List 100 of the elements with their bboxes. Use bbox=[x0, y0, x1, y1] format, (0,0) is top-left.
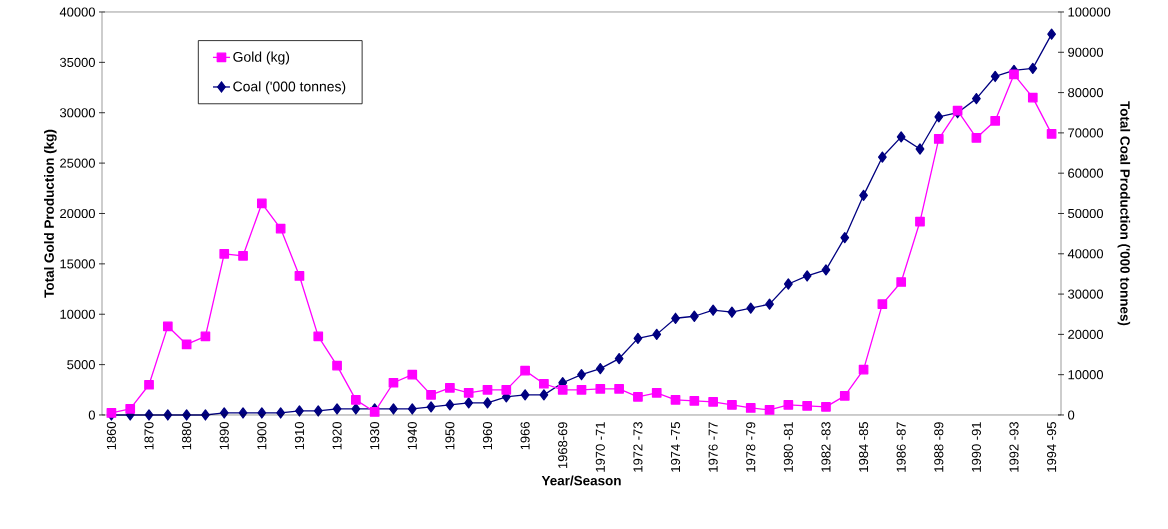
point bbox=[708, 397, 718, 407]
point bbox=[727, 400, 737, 410]
x-tick-label: 1994 -95 bbox=[1047, 422, 1057, 472]
point bbox=[313, 331, 324, 342]
x-axis-title: Year/Season bbox=[541, 475, 621, 486]
y2-tick-label: 70000 bbox=[1068, 128, 1104, 138]
point bbox=[482, 384, 493, 395]
point bbox=[1027, 92, 1038, 103]
point bbox=[426, 401, 436, 413]
point bbox=[839, 390, 850, 401]
point bbox=[1046, 129, 1057, 139]
y-tick-label: 30000 bbox=[59, 108, 95, 118]
x-tick-label: 1978 -79 bbox=[746, 422, 756, 472]
point bbox=[445, 399, 455, 411]
y-tick-label: 15000 bbox=[60, 259, 95, 269]
x-tick-label: 1930 bbox=[370, 422, 380, 450]
point bbox=[595, 362, 605, 375]
x-tick-label: 1910 bbox=[294, 422, 305, 450]
y-tick-label: 0 bbox=[88, 410, 95, 420]
point bbox=[332, 360, 342, 371]
point bbox=[915, 216, 925, 227]
point bbox=[614, 352, 624, 365]
point bbox=[595, 383, 606, 394]
x-tick-label: 1860 bbox=[106, 422, 116, 450]
point bbox=[802, 401, 812, 411]
y-axis-title: Total Gold Production (kg) bbox=[44, 129, 57, 298]
point bbox=[802, 270, 812, 282]
point bbox=[162, 321, 173, 332]
y-tick-label: 35000 bbox=[59, 57, 95, 67]
y-tick-label: 40000 bbox=[59, 7, 95, 17]
x-tick-label: 1972 -73 bbox=[633, 422, 643, 472]
x-tick-label: 1966 bbox=[520, 422, 530, 450]
point bbox=[407, 403, 417, 415]
point bbox=[783, 400, 794, 410]
point bbox=[896, 277, 907, 287]
x-tick-label: 1950 bbox=[445, 422, 455, 450]
point bbox=[125, 404, 136, 414]
y2-tick-label: 10000 bbox=[1068, 370, 1104, 380]
x-tick-label: 1940 bbox=[407, 422, 417, 450]
x-tick-label: 1880 bbox=[182, 422, 192, 450]
y-tick-label: 10000 bbox=[60, 309, 95, 319]
point bbox=[990, 70, 1000, 83]
x-tick-label: 1870 bbox=[144, 422, 154, 450]
point bbox=[388, 377, 399, 388]
point bbox=[671, 312, 680, 324]
point bbox=[1009, 69, 1019, 80]
x-tick-label: 1974 -75 bbox=[670, 422, 681, 472]
y-tick-label: 5000 bbox=[67, 360, 95, 370]
point bbox=[256, 198, 267, 209]
point bbox=[821, 402, 831, 412]
point bbox=[633, 392, 643, 402]
point bbox=[1047, 28, 1057, 40]
y2-axis-title: Total Coal Production ('000 tonnes) bbox=[1117, 101, 1131, 326]
y2-tick-label: 100000 bbox=[1068, 7, 1111, 17]
y2-tick-label: 50000 bbox=[1068, 208, 1104, 219]
y2-tick-label: 0 bbox=[1068, 410, 1075, 420]
x-tick-label: 1984 -85 bbox=[858, 422, 869, 472]
point bbox=[577, 369, 586, 381]
point bbox=[463, 387, 474, 398]
x-tick-label: 1988 -89 bbox=[934, 422, 944, 472]
x-tick-label: 1968-69 bbox=[558, 422, 568, 469]
y2-tick-label: 90000 bbox=[1068, 47, 1104, 57]
point bbox=[539, 378, 549, 389]
point bbox=[971, 92, 981, 105]
point bbox=[332, 403, 342, 415]
point bbox=[670, 395, 681, 405]
point bbox=[295, 405, 304, 417]
point bbox=[576, 384, 587, 395]
point bbox=[483, 397, 492, 409]
point bbox=[689, 396, 700, 406]
x-tick-label: 1982 -83 bbox=[821, 422, 831, 472]
y2-tick-label: 60000 bbox=[1068, 168, 1104, 178]
point bbox=[351, 403, 361, 415]
point bbox=[708, 304, 718, 316]
point bbox=[238, 250, 248, 261]
point bbox=[933, 134, 944, 144]
point bbox=[896, 131, 906, 143]
point bbox=[445, 382, 455, 393]
point bbox=[651, 387, 662, 398]
point bbox=[144, 379, 154, 390]
x-tick-label: 1900 bbox=[257, 422, 267, 450]
point bbox=[426, 389, 436, 400]
point bbox=[877, 151, 887, 163]
x-tick-label: 1986 -87 bbox=[896, 422, 906, 472]
x-tick-label: 1990 -91 bbox=[971, 422, 981, 472]
x-tick-label: 1920 bbox=[332, 422, 342, 450]
legend-label: Gold (kg) bbox=[233, 51, 290, 65]
x-tick-label: 1976 -77 bbox=[708, 422, 718, 472]
y-tick-label: 20000 bbox=[60, 208, 95, 219]
point bbox=[520, 365, 530, 376]
y2-tick-label: 20000 bbox=[1068, 329, 1104, 339]
point bbox=[689, 310, 699, 322]
point bbox=[934, 111, 944, 123]
y2-tick-label: 80000 bbox=[1068, 88, 1104, 98]
point bbox=[840, 232, 850, 244]
x-tick-label: 1980 -81 bbox=[783, 422, 793, 472]
point bbox=[407, 369, 418, 380]
x-tick-label: 1992 -93 bbox=[1009, 422, 1019, 472]
legend-label: Coal ('000 tonnes) bbox=[233, 81, 346, 95]
point bbox=[351, 395, 361, 405]
